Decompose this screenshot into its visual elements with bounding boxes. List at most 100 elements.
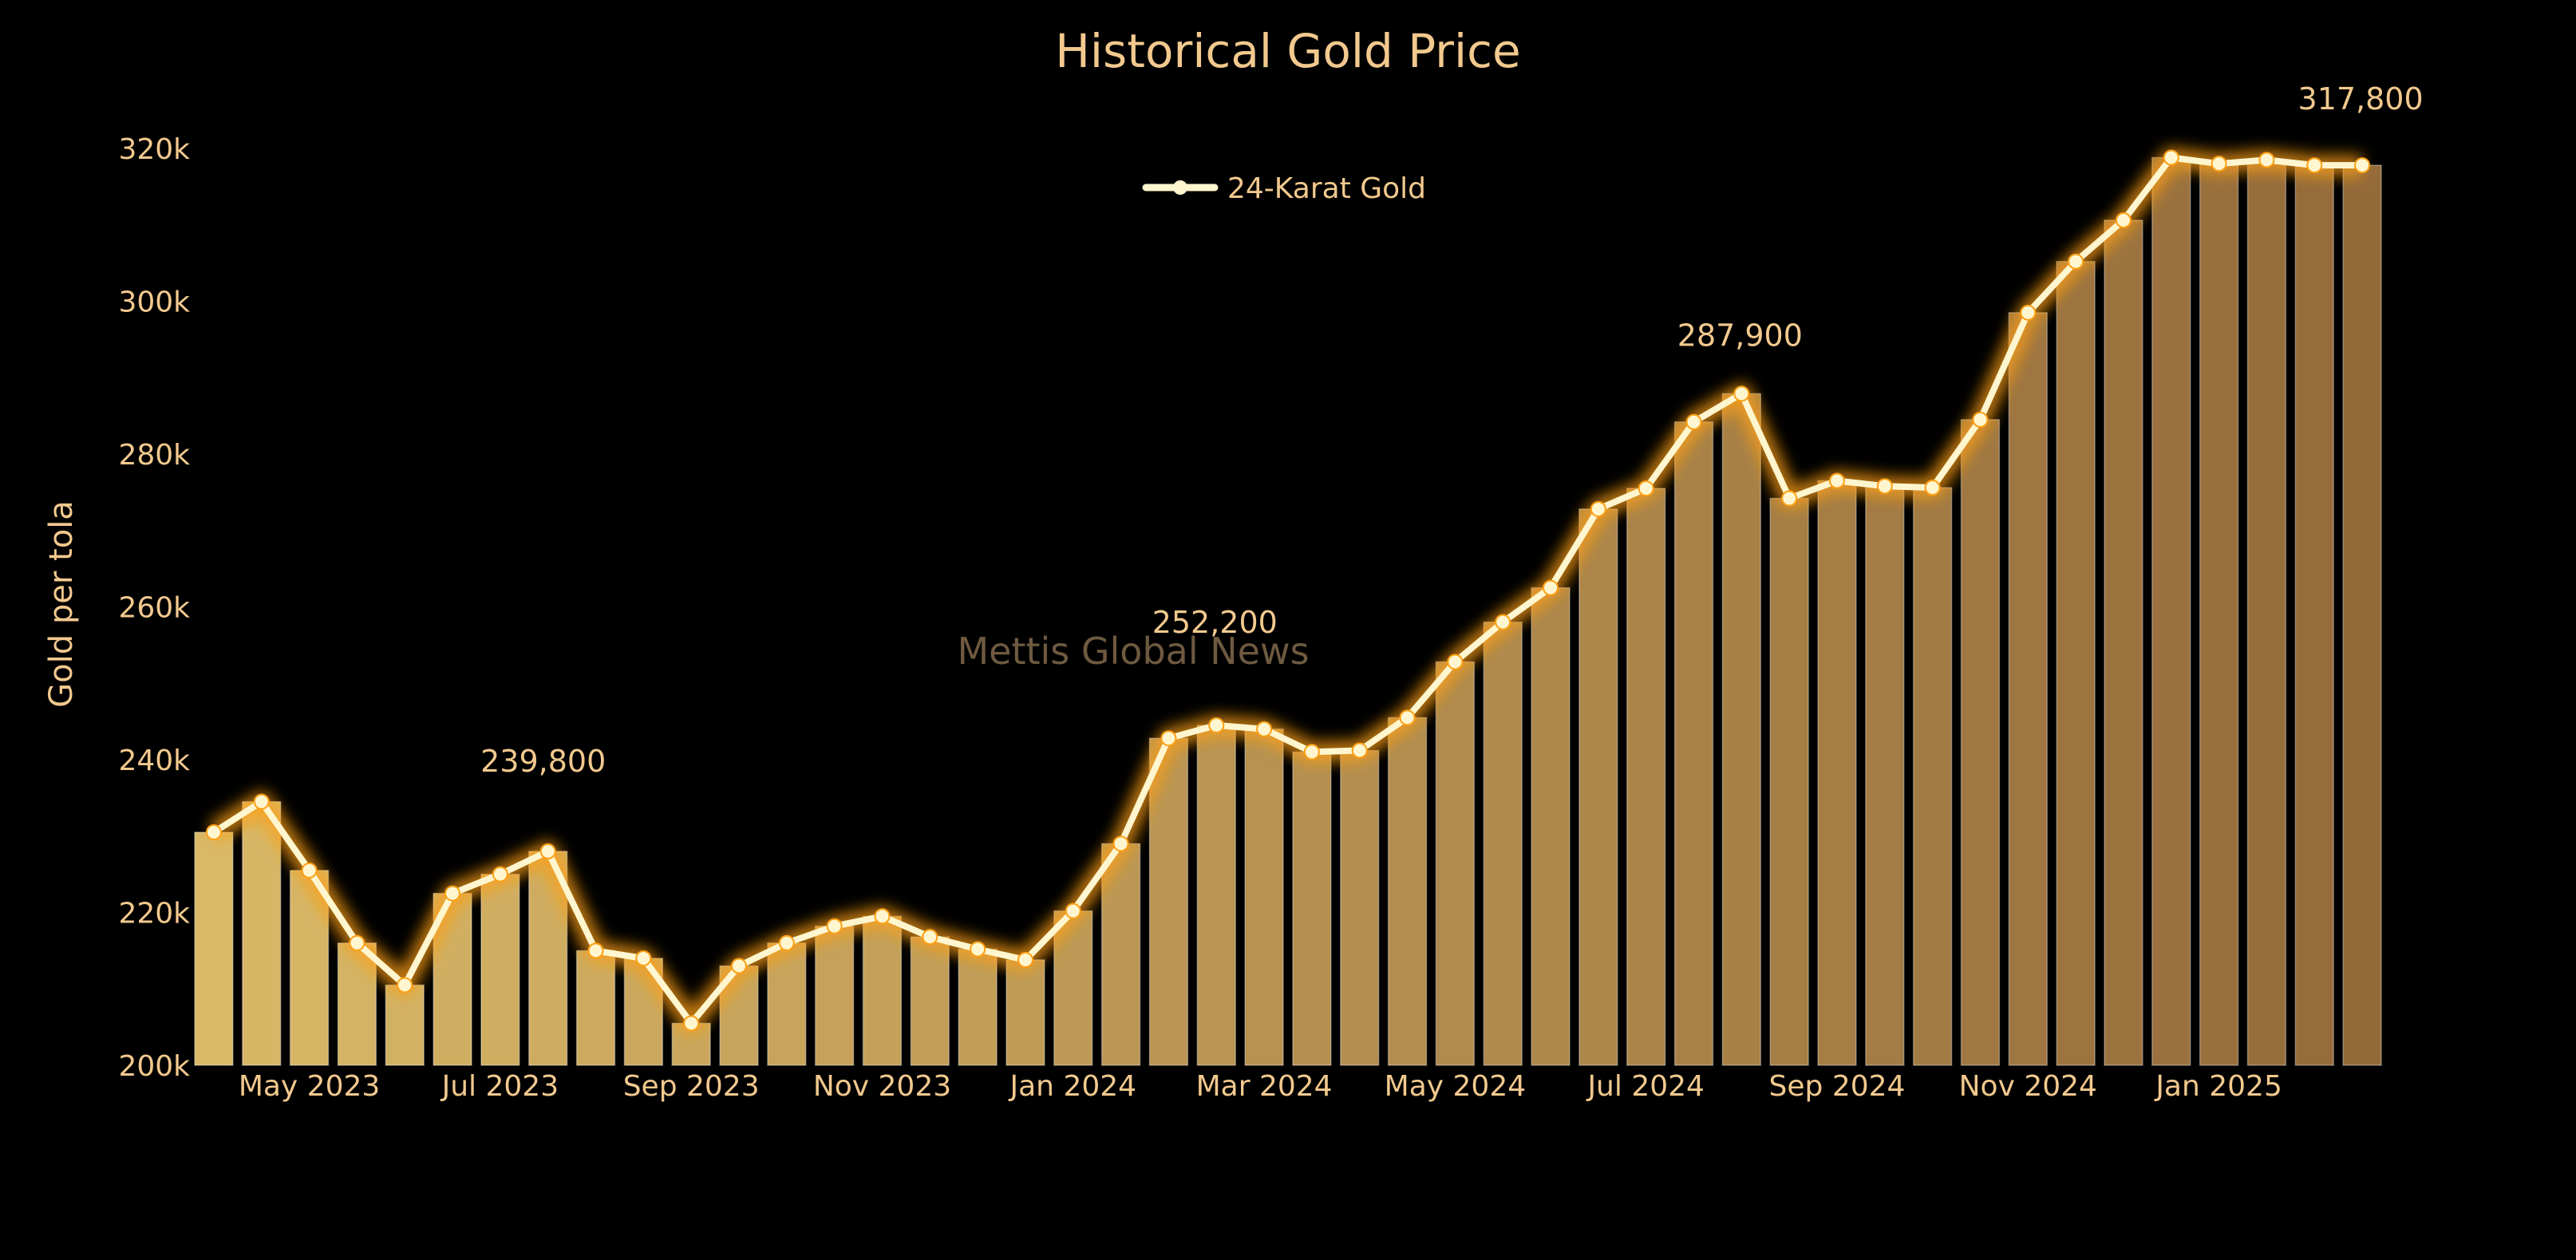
annotation-label: 252,200 <box>1152 605 1278 640</box>
line-point <box>1733 385 1750 402</box>
x-tick-label: Sep 2024 <box>1769 1070 1906 1103</box>
line-point <box>1160 730 1177 747</box>
line-point <box>205 824 222 840</box>
bar <box>767 942 807 1066</box>
line-point <box>2163 149 2179 166</box>
bar <box>242 800 282 1066</box>
bar <box>2104 219 2143 1066</box>
bar <box>2199 163 2239 1066</box>
series-line <box>211 154 2363 1027</box>
line-point <box>1685 413 1702 430</box>
y-tick-label: 240k <box>118 745 190 777</box>
line-point <box>1447 654 1464 670</box>
bar <box>194 831 234 1066</box>
bar <box>1387 717 1428 1066</box>
y-axis-ticks: 200k 220k 240k 260k 280k 300k 320k <box>118 133 190 1083</box>
line-point <box>397 977 413 993</box>
y-tick-label: 300k <box>118 286 190 319</box>
bar <box>958 948 998 1066</box>
line-point <box>1495 614 1511 630</box>
line-point <box>778 934 795 951</box>
bar <box>862 915 903 1066</box>
line-point <box>2068 253 2084 270</box>
watermark-text: Mettis Global News <box>957 630 1309 673</box>
bar <box>1292 751 1332 1066</box>
x-tick-label: Jan 2025 <box>2154 1070 2282 1103</box>
line-point <box>492 866 508 883</box>
line-point <box>922 929 938 946</box>
line-point <box>1256 721 1273 737</box>
x-tick-label: May 2024 <box>1385 1070 1527 1103</box>
line-point <box>301 862 318 879</box>
y-tick-label: 280k <box>118 439 190 472</box>
legend: 24-Karat Gold <box>1142 172 1426 205</box>
bar <box>1244 728 1284 1066</box>
bar <box>385 984 425 1066</box>
bar <box>2008 312 2048 1066</box>
line-point <box>970 941 986 958</box>
bar <box>1578 508 1618 1066</box>
bar <box>575 950 616 1066</box>
line-point <box>253 793 270 810</box>
bar-series <box>194 156 2382 1066</box>
line-series <box>205 147 2371 1034</box>
line-point <box>874 908 891 925</box>
x-tick-label: Nov 2024 <box>1959 1070 2097 1103</box>
bar <box>2342 164 2382 1066</box>
annotation-label: 239,800 <box>480 744 606 779</box>
x-tick-label: Sep 2023 <box>623 1070 760 1103</box>
line-point <box>1208 717 1225 733</box>
y-tick-label: 200k <box>118 1050 190 1083</box>
line-point <box>1590 500 1606 517</box>
line-point <box>1876 478 1893 495</box>
bar <box>1960 419 2001 1066</box>
bar <box>1865 485 1905 1066</box>
bar <box>1531 587 1570 1066</box>
annotation-label: 287,900 <box>1677 318 1803 353</box>
line-point <box>1399 709 1416 726</box>
line-point <box>731 958 747 974</box>
line-point <box>1638 480 1654 497</box>
bar <box>2294 164 2334 1066</box>
x-tick-label: Jul 2024 <box>1586 1070 1705 1103</box>
bar <box>1912 487 1953 1066</box>
line-point <box>539 843 556 859</box>
bar <box>2151 156 2191 1066</box>
bar <box>1483 621 1523 1066</box>
bar <box>2246 159 2287 1066</box>
y-tick-label: 320k <box>118 133 190 166</box>
bar <box>1006 959 1045 1066</box>
bar <box>1340 749 1380 1066</box>
line-point <box>2306 157 2323 174</box>
y-axis-label: Gold per tola <box>43 500 80 708</box>
line-point <box>1351 742 1368 759</box>
bar <box>1721 393 1762 1066</box>
x-tick-label: Nov 2023 <box>813 1070 951 1103</box>
line-point <box>1543 579 1559 596</box>
y-tick-label: 220k <box>118 898 190 930</box>
bar <box>910 936 950 1066</box>
line-point <box>587 942 604 959</box>
line-point <box>635 950 652 966</box>
bar <box>480 873 520 1066</box>
x-tick-label: Jul 2023 <box>441 1070 559 1103</box>
bar <box>2056 260 2096 1066</box>
bar <box>1435 661 1476 1066</box>
line-point <box>2020 304 2037 321</box>
line-point <box>2211 156 2227 172</box>
bar <box>1626 488 1666 1066</box>
line-point <box>1924 480 1941 496</box>
line-point <box>826 918 843 934</box>
legend-label: 24-Karat Gold <box>1227 172 1426 205</box>
bar <box>814 925 855 1066</box>
annotation-label: 317,800 <box>2298 81 2424 117</box>
line-point <box>1303 744 1320 760</box>
chart-title: Historical Gold Price <box>1055 24 1520 78</box>
line-point <box>1829 472 1845 489</box>
bar <box>1817 480 1857 1066</box>
line-point <box>2354 157 2371 174</box>
line-point <box>1065 903 1081 919</box>
y-tick-label: 260k <box>118 592 190 625</box>
